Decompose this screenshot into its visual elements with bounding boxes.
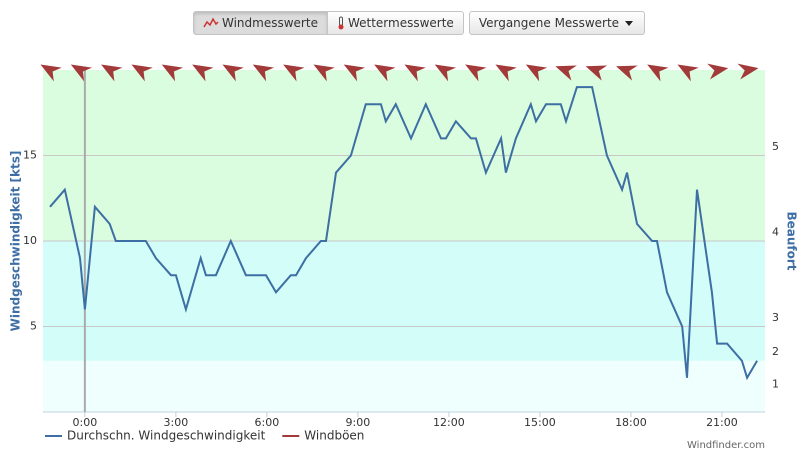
wind-arrow [252,64,275,82]
wind-arrow [434,64,457,82]
wind-arrow [343,64,366,82]
x-tick-label: 15:00 [524,416,556,429]
button-label: Vergangene Messwerte [478,16,620,30]
y-tick-label: 15 [23,149,37,162]
y2-axis-label: Beaufort [785,211,799,270]
y-tick-label: 10 [23,234,37,247]
wind-arrow [616,65,638,81]
button-group: Windmesswerte Wettermesswerte [193,11,464,35]
wind-arrow [70,64,93,82]
wind-arrow [555,65,577,81]
wind-arrow [585,65,608,81]
thermo-icon [338,16,344,30]
weather-button[interactable]: Wettermesswerte [327,11,464,35]
x-tick-label: 6:00 [255,416,280,429]
y-tick-label: 5 [30,320,37,333]
button-label: Wettermesswerte [347,16,454,30]
band [43,241,765,361]
x-tick-label: 21:00 [706,416,738,429]
y2-tick-label: 4 [772,225,779,238]
series-line [49,86,758,381]
y2-tick-label: 1 [772,378,779,391]
wind-arrow [283,64,305,82]
legend-label: Durchschn. Windgeschwindigkeit [67,429,266,443]
wind-arrow [192,64,214,82]
wind-arrow [647,64,669,82]
y-axis-label: Windgeschwindigkeit [kts] [9,151,23,332]
wind-arrow [313,64,335,82]
legend-label: Windböen [304,429,364,443]
x-tick-label: 0:00 [73,416,98,429]
wind-arrow [677,64,699,82]
wind-arrow [40,64,62,82]
wind-arrow [404,64,426,82]
y2-tick-label: 2 [772,345,779,358]
wind-button[interactable]: Windmesswerte [193,11,328,35]
toolbar: Windmesswerte Wettermesswerte Vergangene… [193,11,646,35]
plot-background [43,70,765,412]
caret [625,21,634,26]
button-label: Windmesswerte [222,16,318,30]
x-tick-label: 18:00 [615,416,647,429]
x-tick-label: 9:00 [346,416,371,429]
wind-arrow [707,63,729,80]
x-tick-label: 12:00 [433,416,465,429]
wind-arrow [495,64,517,82]
wind-arrow [222,64,244,82]
wind-arrow [737,63,759,80]
x-tick-label: 3:00 [164,416,189,429]
wind-icon [203,17,219,28]
wind-arrow [465,64,487,82]
wind-arrow [101,64,123,82]
y2-tick-label: 5 [772,140,779,153]
band [43,360,765,412]
wind-arrow [161,64,184,82]
wind-arrow [131,64,153,82]
wind-arrow [374,64,396,82]
credit: Windfinder.com [687,440,765,451]
history-button[interactable]: Vergangene Messwerte [468,11,646,35]
y2-tick-label: 3 [772,311,779,324]
band [43,70,765,241]
wind-arrow [525,64,548,82]
